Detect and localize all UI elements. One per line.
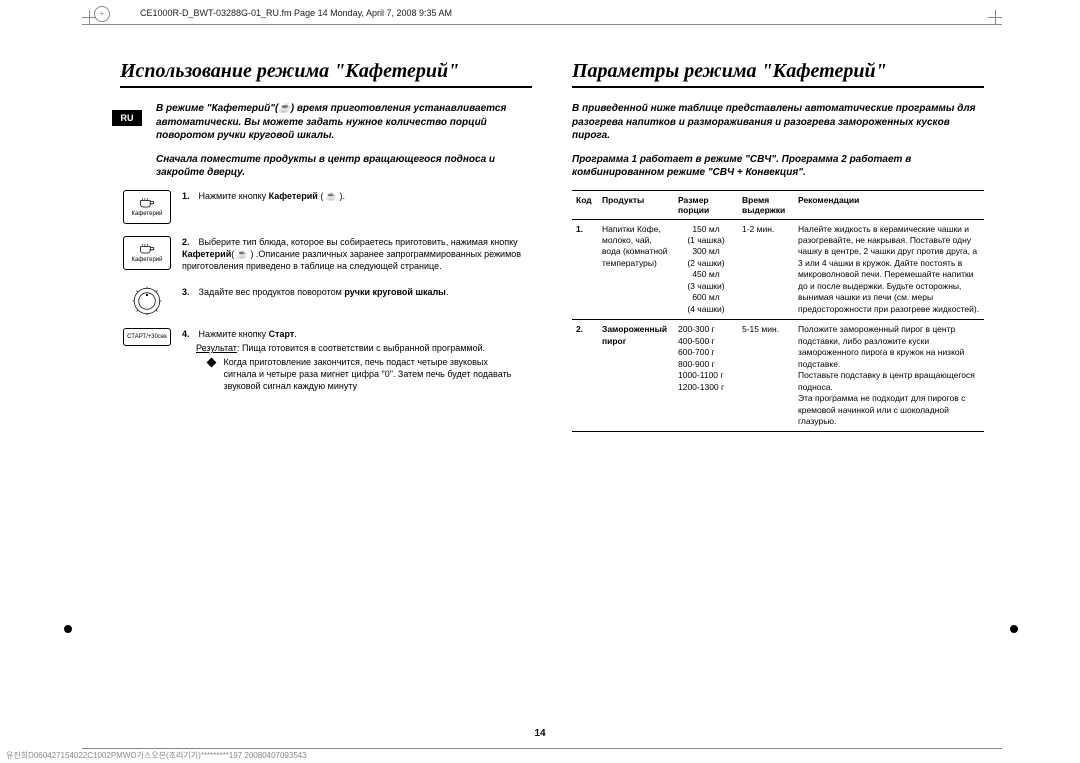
table-row: 1. Напитки Кофе, молоко, чай, вода (комн… bbox=[572, 219, 984, 320]
cafeteria-button-icon: Кафетерий bbox=[123, 236, 171, 270]
cell-rec: Налейте жидкость в керамические чашки и … bbox=[794, 219, 984, 320]
step-text: ( ☕ ). bbox=[318, 191, 345, 201]
registration-mark-icon bbox=[94, 6, 110, 22]
step-icon-container: Кафетерий bbox=[120, 190, 174, 224]
cell-products: Замороженный пирог bbox=[598, 320, 674, 432]
table-row: 2. Замороженный пирог 200-300 г 400-500 … bbox=[572, 320, 984, 432]
cell-code: 2. bbox=[572, 320, 598, 432]
crop-mark bbox=[988, 10, 1002, 24]
step-number: 2. bbox=[182, 236, 196, 248]
step-number: 3. bbox=[182, 286, 196, 298]
result-text: : Пища готовится в соответствии с выбран… bbox=[237, 343, 485, 353]
right-section-title: Параметры режима "Кафетерий" bbox=[572, 60, 984, 88]
step-bold: Кафетерий bbox=[269, 191, 318, 201]
bottom-rule bbox=[82, 748, 1002, 749]
bullet-text: Когда приготовление закончится, печь под… bbox=[224, 356, 514, 392]
step-bold: ручки круговой шкалы bbox=[344, 287, 446, 297]
step-row: Кафетерий 1. Нажмите кнопку Кафетерий ( … bbox=[120, 190, 532, 224]
cell-time: 5-15 мин. bbox=[738, 320, 794, 432]
left-intro-1: В режиме "Кафетерий"(☕) время приготовле… bbox=[156, 102, 532, 143]
step-icon-container bbox=[120, 286, 174, 316]
step-body: 1. Нажмите кнопку Кафетерий ( ☕ ). bbox=[182, 190, 532, 204]
th-products: Продукты bbox=[598, 190, 674, 219]
side-dot-icon bbox=[1010, 625, 1018, 633]
step-number: 1. bbox=[182, 190, 196, 202]
side-dot-icon bbox=[64, 625, 72, 633]
right-intro-2: Программа 1 работает в режиме "СВЧ". Про… bbox=[572, 153, 984, 180]
step-text: Нажмите кнопку bbox=[199, 191, 269, 201]
footer-metadata: 유진희D060427154022C1002PMWO가스오븐(조리기기)*****… bbox=[6, 750, 307, 761]
step-text: . bbox=[446, 287, 449, 297]
step-text: . bbox=[294, 329, 297, 339]
icon-label: Кафетерий bbox=[132, 211, 163, 217]
cell-size: 200-300 г 400-500 г 600-700 г 800-900 г … bbox=[674, 320, 738, 432]
step-icon-container: СТАРТ/+30сек bbox=[120, 328, 174, 346]
th-time: Время выдержки bbox=[738, 190, 794, 219]
icon-label: СТАРТ/+30сек bbox=[127, 334, 167, 340]
step-bold: Старт bbox=[269, 329, 295, 339]
step-text: Нажмите кнопку bbox=[199, 329, 269, 339]
step-number: 4. bbox=[182, 328, 196, 340]
step-row: СТАРТ/+30сек 4. Нажмите кнопку Старт. Ре… bbox=[120, 328, 532, 395]
content-area: RU Использование режима "Кафетерий" В ре… bbox=[120, 60, 990, 432]
step-text: Задайте вес продуктов поворотом bbox=[199, 287, 345, 297]
dial-icon bbox=[132, 286, 162, 316]
steps-list: Кафетерий 1. Нажмите кнопку Кафетерий ( … bbox=[120, 190, 532, 395]
step-body: 3. Задайте вес продуктов поворотом ручки… bbox=[182, 286, 532, 300]
th-size: Размер порции bbox=[674, 190, 738, 219]
result-label: Результат bbox=[196, 343, 237, 353]
cell-size: 150 мл (1 чашка) 300 мл (2 чашки) 450 мл… bbox=[674, 219, 738, 320]
start-button-icon: СТАРТ/+30сек bbox=[123, 328, 171, 346]
left-column: RU Использование режима "Кафетерий" В ре… bbox=[120, 60, 532, 432]
step-icon-container: Кафетерий bbox=[120, 236, 174, 270]
cell-time: 1-2 мин. bbox=[738, 219, 794, 320]
page-number: 14 bbox=[534, 728, 545, 739]
diamond-bullet-icon bbox=[207, 358, 217, 368]
th-rec: Рекомендации bbox=[794, 190, 984, 219]
parameters-table: Код Продукты Размер порции Время выдержк… bbox=[572, 190, 984, 433]
step-text: Выберите тип блюда, которое вы собираете… bbox=[182, 237, 521, 271]
step-body: 2. Выберите тип блюда, которое вы собира… bbox=[182, 236, 532, 274]
cup-icon bbox=[139, 197, 155, 209]
cell-code: 1. bbox=[572, 219, 598, 320]
step-body: 4. Нажмите кнопку Старт. Результат: Пища… bbox=[182, 328, 532, 395]
icon-label: Кафетерий bbox=[132, 257, 163, 263]
th-code: Код bbox=[572, 190, 598, 219]
cup-icon bbox=[139, 243, 155, 255]
left-intro-2: Сначала поместите продукты в центр враща… bbox=[156, 153, 532, 180]
cell-products: Напитки Кофе, молоко, чай, вода (комнатн… bbox=[598, 219, 674, 320]
cell-rec: Положите замороженный пирог в центр подс… bbox=[794, 320, 984, 432]
right-column: Параметры режима "Кафетерий" В приведенн… bbox=[572, 60, 984, 432]
top-rule bbox=[82, 24, 1002, 25]
left-section-title: Использование режима "Кафетерий" bbox=[120, 60, 532, 88]
running-header: CE1000R-D_BWT-03288G-01_RU.fm Page 14 Mo… bbox=[140, 8, 452, 18]
cafeteria-button-icon: Кафетерий bbox=[123, 190, 171, 224]
step-row: Кафетерий 2. Выберите тип блюда, которое… bbox=[120, 236, 532, 274]
right-intro-1: В приведенной ниже таблице представлены … bbox=[572, 102, 984, 143]
language-badge: RU bbox=[112, 110, 142, 126]
table-header-row: Код Продукты Размер порции Время выдержк… bbox=[572, 190, 984, 219]
step-row: 3. Задайте вес продуктов поворотом ручки… bbox=[120, 286, 532, 316]
